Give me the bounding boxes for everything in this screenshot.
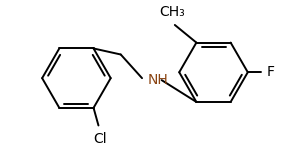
Text: F: F [266,65,274,79]
Text: CH₃: CH₃ [159,5,185,19]
Text: Cl: Cl [94,132,107,146]
Text: NH: NH [148,73,169,87]
